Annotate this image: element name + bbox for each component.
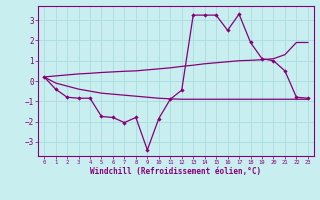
X-axis label: Windchill (Refroidissement éolien,°C): Windchill (Refroidissement éolien,°C) — [91, 167, 261, 176]
